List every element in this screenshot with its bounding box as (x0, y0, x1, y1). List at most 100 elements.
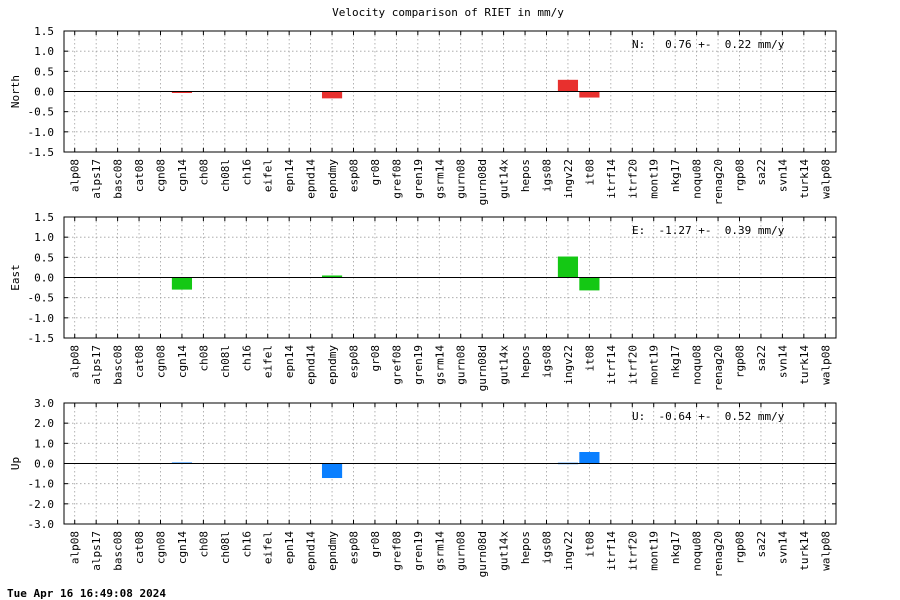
y-tick-label: 0.5 (34, 251, 54, 264)
x-tick-label: cgn14 (176, 159, 189, 192)
x-tick-label: svn14 (776, 345, 789, 378)
x-tick-label: gurn08 (455, 531, 468, 571)
x-tick-label: epnd14 (305, 345, 318, 385)
x-tick-label: epn14 (283, 159, 296, 192)
y-tick-label: -3.0 (28, 518, 55, 531)
y-tick-label: 1.5 (34, 25, 54, 38)
x-tick-label: ch08 (197, 345, 210, 372)
x-tick-label: turk14 (798, 159, 811, 199)
x-tick-label: ch16 (240, 345, 253, 372)
y-tick-label: 0.0 (34, 272, 54, 285)
x-tick-label: gren19 (412, 159, 425, 199)
x-tick-label: rgp08 (734, 531, 747, 564)
y-axis-label: Up (9, 457, 22, 470)
x-tick-label: ingv22 (562, 345, 575, 385)
plot-frame (63, 30, 837, 153)
x-tick-label: svn14 (776, 531, 789, 564)
x-tick-label: ingv22 (562, 159, 575, 199)
x-tick-label: gr08 (369, 159, 382, 186)
x-tick-label: walp08 (819, 159, 832, 199)
x-tick-label: hepos (519, 159, 532, 192)
x-tick-label: epn14 (283, 531, 296, 564)
panel-up: 3.0 2.0 1.0 0.0 -1.0 -2.0 -3.0 alp08 alps17 basc0… (9, 397, 837, 577)
plot-frame (63, 216, 837, 339)
x-tick-label: walp08 (819, 531, 832, 571)
y-tick-label: 2.0 (34, 417, 54, 430)
x-tick-label: epndmy (326, 531, 339, 571)
x-tick-label: hepos (519, 345, 532, 378)
y-axis-label: North (9, 75, 22, 108)
x-tick-label: gref08 (390, 345, 403, 385)
x-tick-label: cgn08 (155, 531, 168, 564)
x-tick-label: gut14x (498, 345, 511, 385)
panels-group: 1.5 1.0 0.5 0.0 -0.5 -1.0 -1.5 alp08 alps17 basc0… (9, 25, 837, 577)
x-tick-label: cgn14 (176, 345, 189, 378)
x-tick-label: sa22 (755, 531, 768, 558)
x-tick-label: ch08l (219, 531, 232, 564)
x-tick-label: cgn08 (155, 345, 168, 378)
x-tick-label: noqu08 (691, 159, 704, 199)
y-tick-label: 3.0 (34, 397, 54, 410)
x-tick-label: ch08 (197, 159, 210, 186)
x-tick-label: alp08 (69, 159, 82, 192)
y-tick-label: -0.5 (28, 106, 55, 119)
x-tick-label: gsrm14 (433, 159, 446, 199)
y-tick-label: -1.5 (28, 146, 55, 159)
x-tick-label: rgp08 (734, 159, 747, 192)
x-tick-label: sa22 (755, 159, 768, 186)
y-tick-label: -1.0 (28, 312, 55, 325)
x-tick-label: itrf20 (626, 159, 639, 199)
x-tick-label: gut14x (498, 531, 511, 571)
x-tick-label: renag20 (712, 345, 725, 391)
x-tick-label: basc08 (112, 345, 125, 385)
x-tick-label: esp08 (348, 159, 361, 192)
x-tick-label: igs08 (541, 531, 554, 564)
x-tick-label: mont19 (648, 159, 661, 199)
x-tick-label: cat08 (133, 531, 146, 564)
x-tick-label: ch08l (219, 345, 232, 378)
y-tick-label: -0.5 (28, 292, 55, 305)
x-tick-label: nkg17 (669, 345, 682, 378)
x-tick-label: gurn08d (476, 345, 489, 391)
y-tick-label: 0.0 (34, 86, 54, 99)
bar-it08 (579, 91, 600, 98)
x-tick-label: noqu08 (691, 531, 704, 571)
x-tick-label: it08 (583, 531, 596, 558)
x-tick-label: turk14 (798, 531, 811, 571)
x-tick-label: basc08 (112, 531, 125, 571)
x-tick-label: gurn08d (476, 531, 489, 577)
x-tick-label: renag20 (712, 531, 725, 577)
x-tick-label: gref08 (390, 531, 403, 571)
x-tick-label: epndmy (326, 159, 339, 199)
x-tick-label: gurn08d (476, 159, 489, 205)
x-tick-label: gr08 (369, 345, 382, 372)
x-tick-label: mont19 (648, 531, 661, 571)
x-tick-label: eifel (262, 531, 275, 564)
chart-title: Velocity comparison of RIET in mm/y (332, 6, 564, 19)
x-tick-label: gut14x (498, 159, 511, 199)
bar-cgn14 (171, 91, 193, 93)
x-tick-label: it08 (583, 159, 596, 186)
timestamp: Tue Apr 16 16:49:08 2024 (7, 587, 166, 600)
bar-ingv22 (557, 79, 579, 92)
x-tick-label: alps17 (90, 159, 103, 199)
y-tick-label: 1.0 (34, 231, 54, 244)
x-tick-label: gsrm14 (433, 345, 446, 385)
x-tick-label: eifel (262, 345, 275, 378)
x-tick-label: esp08 (348, 531, 361, 564)
bar-it08 (579, 452, 600, 464)
stat-annotation: U: -0.64 +- 0.52 mm/y (632, 410, 785, 423)
x-tick-label: ch16 (240, 159, 253, 186)
y-tick-label: 1.0 (34, 437, 54, 450)
x-tick-label: svn14 (776, 159, 789, 192)
bar-epndmy (321, 91, 343, 99)
stat-annotation: N: 0.76 +- 0.22 mm/y (632, 38, 785, 51)
x-tick-label: noqu08 (691, 345, 704, 385)
x-tick-label: gurn08 (455, 345, 468, 385)
panel-east: 1.5 1.0 0.5 0.0 -0.5 -1.0 -1.5 alp08 alps17 basc0… (9, 211, 837, 391)
x-tick-label: ch08l (219, 159, 232, 192)
x-tick-label: cat08 (133, 345, 146, 378)
x-tick-label: nkg17 (669, 531, 682, 564)
x-tick-label: epnd14 (305, 531, 318, 571)
